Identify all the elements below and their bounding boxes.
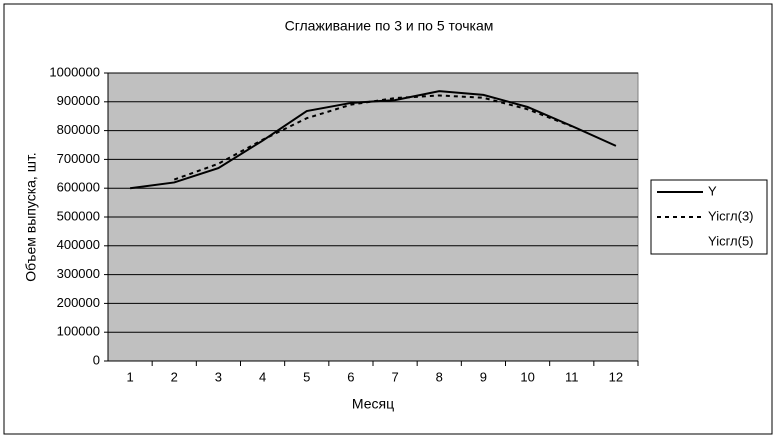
x-tick-label: 3 bbox=[215, 369, 222, 384]
legend-label: Yicгл(3) bbox=[708, 208, 754, 223]
y-axis-label: Объем выпуска, шт. bbox=[23, 152, 39, 281]
chart-title: Сглаживание по 3 и по 5 точкам bbox=[285, 18, 494, 34]
y-tick-label: 500000 bbox=[57, 208, 100, 223]
x-tick-label: 6 bbox=[347, 369, 354, 384]
legend-label: Yicгл(5) bbox=[708, 233, 754, 248]
x-tick-label: 2 bbox=[171, 369, 178, 384]
y-tick-label: 100000 bbox=[57, 324, 100, 339]
y-tick-label: 400000 bbox=[57, 237, 100, 252]
series-line bbox=[129, 90, 617, 190]
legend-label: Y bbox=[708, 183, 717, 198]
x-tick-label: 5 bbox=[303, 369, 310, 384]
x-tick-label: 7 bbox=[391, 369, 398, 384]
x-tick-label: 11 bbox=[565, 369, 579, 384]
series-line bbox=[173, 94, 573, 181]
x-axis-label: Месяц bbox=[352, 396, 394, 412]
y-tick-label: 200000 bbox=[57, 295, 100, 310]
y-tick-label: 700000 bbox=[57, 151, 100, 166]
x-tick-label: 8 bbox=[436, 369, 443, 384]
y-tick-label: 600000 bbox=[57, 180, 100, 195]
x-tick-label: 4 bbox=[259, 369, 266, 384]
y-tick-label: 300000 bbox=[57, 266, 100, 281]
x-tick-label: 1 bbox=[126, 369, 133, 384]
x-tick-label: 9 bbox=[480, 369, 487, 384]
y-tick-label: 900000 bbox=[57, 93, 100, 108]
y-tick-label: 800000 bbox=[57, 122, 100, 137]
x-tick-label: 12 bbox=[609, 369, 623, 384]
y-tick-label: 0 bbox=[93, 352, 100, 367]
x-tick-label: 10 bbox=[520, 369, 534, 384]
y-tick-label: 1000000 bbox=[49, 64, 100, 79]
